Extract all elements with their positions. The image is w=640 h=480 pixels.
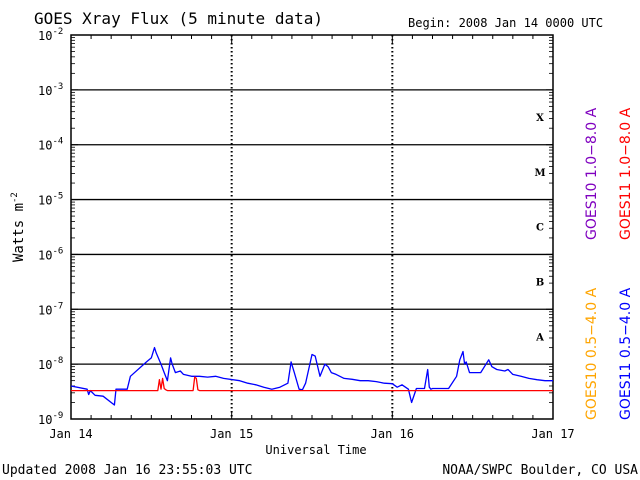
legend-item-3: GOES11 0.5−4.0 A [618, 287, 634, 420]
y-axis-label-exponent: -2 [10, 192, 20, 203]
legend-item-0: GOES10 1.0−8.0 A [584, 107, 600, 240]
flare-class-m: M [534, 168, 545, 179]
legend: GOES10 1.0−8.0 A GOES11 1.0−8.0 A GOES10 0… [584, 107, 634, 420]
y-tick-labels: 10-9 10-8 10-7 10-6 10-5 10-4 10-3 10-2 [38, 27, 63, 427]
y-tick-label-2: 10-7 [38, 301, 63, 317]
chart-title: GOES Xray Flux (5 minute data) [34, 9, 323, 28]
series-line-0 [70, 346, 553, 406]
updated-timestamp: Updated 2008 Jan 16 23:55:03 UTC [2, 463, 252, 478]
flare-class-labels: A B C M X [534, 113, 545, 343]
y-tick-label-4: 10-5 [38, 192, 63, 208]
flare-class-x: X [536, 113, 544, 124]
y-tick-label-1: 10-8 [38, 356, 63, 372]
x-tick-label-1: Jan 15 [210, 427, 253, 441]
y-tick-label-0: 10-9 [38, 411, 63, 427]
y-tick-label-5: 10-4 [38, 137, 63, 153]
flare-class-a: A [535, 332, 544, 343]
plot-frame [70, 34, 554, 420]
y-tick-label-7: 10-2 [38, 27, 63, 43]
decade-gridlines [71, 89, 553, 365]
legend-item-2: GOES10 0.5−4.0 A [584, 287, 600, 420]
begin-label: Begin: 2008 Jan 14 0000 UTC [408, 16, 603, 30]
plot-area: A B C M X [70, 34, 554, 420]
x-tick-labels: Jan 14 Jan 15 Jan 16 Jan 17 [49, 427, 574, 441]
flare-class-c: C [536, 223, 544, 234]
x-axis-label: Universal Time [265, 443, 366, 457]
flare-class-b: B [536, 278, 544, 289]
series-line-1 [71, 376, 553, 392]
y-axis-label: Watts m-2 [10, 192, 27, 262]
credit-label: NOAA/SWPC Boulder, CO USA [442, 463, 638, 478]
legend-item-1: GOES11 1.0−8.0 A [618, 107, 634, 240]
x-axis-ticks [70, 35, 554, 419]
x-tick-label-2: Jan 16 [371, 427, 414, 441]
series-layer [70, 346, 553, 406]
y-tick-label-6: 10-3 [38, 82, 63, 98]
y-tick-label-3: 10-6 [38, 246, 63, 262]
x-tick-label-3: Jan 17 [531, 427, 574, 441]
y-axis-label-base: Watts m [11, 203, 27, 262]
x-tick-label-0: Jan 14 [49, 427, 92, 441]
y-axis-ticks [71, 34, 553, 420]
day-gridlines [230, 35, 394, 419]
